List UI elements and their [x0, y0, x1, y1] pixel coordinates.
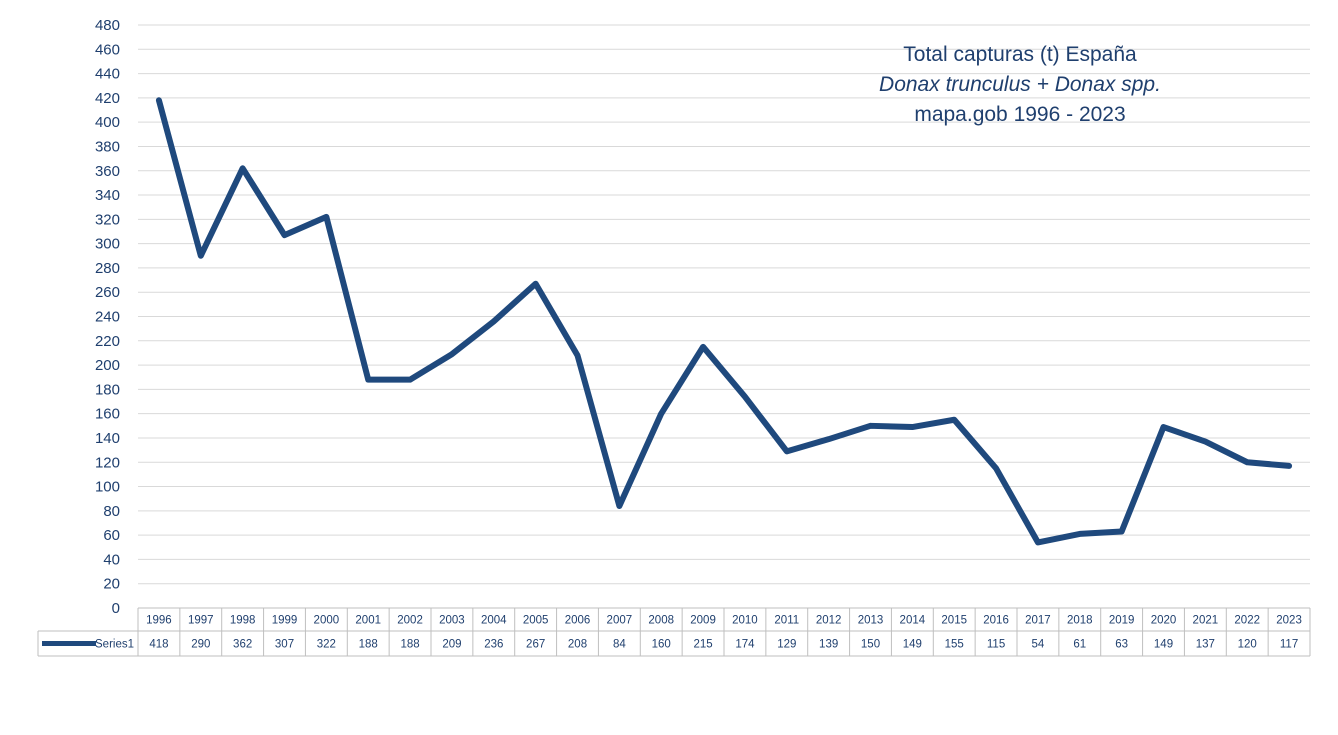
x-tick-label: 2006	[565, 615, 591, 627]
data-table-value: 362	[233, 639, 252, 651]
y-tick-label: 280	[95, 260, 120, 277]
data-table-value: 307	[275, 639, 294, 651]
x-tick-label: 2008	[648, 615, 674, 627]
x-tick-label: 2002	[397, 615, 423, 627]
data-table-value: 54	[1032, 639, 1045, 651]
y-tick-label: 360	[95, 163, 120, 180]
x-tick-label: 2000	[314, 615, 340, 627]
data-table-value: 209	[442, 639, 461, 651]
y-tick-label: 160	[95, 406, 120, 423]
data-table-value: 117	[1280, 639, 1298, 651]
x-tick-label: 2011	[774, 615, 799, 627]
data-table-value: 155	[945, 639, 964, 651]
data-table-value: 137	[1196, 639, 1215, 651]
data-table-value: 290	[191, 639, 210, 651]
data-table-value: 115	[987, 639, 1005, 651]
title-line-3: mapa.gob 1996 - 2023	[914, 103, 1126, 126]
x-tick-label: 2014	[900, 615, 926, 627]
data-table-value: 120	[1238, 639, 1257, 651]
y-tick-label: 480	[95, 17, 120, 34]
x-tick-label: 2023	[1276, 615, 1302, 627]
y-tick-label: 40	[103, 551, 120, 568]
x-tick-label: 1996	[146, 615, 172, 627]
data-table-value: 150	[861, 639, 880, 651]
x-tick-label: 2017	[1025, 615, 1051, 627]
y-tick-label: 0	[112, 600, 120, 617]
data-table-value: 63	[1115, 639, 1128, 651]
y-tick-label: 200	[95, 357, 120, 374]
y-tick-label: 100	[95, 479, 120, 496]
data-table-value: 236	[484, 639, 503, 651]
data-table-value: 160	[652, 639, 671, 651]
x-tick-label: 2010	[732, 615, 758, 627]
y-tick-label: 440	[95, 66, 120, 83]
data-table-value: 61	[1073, 639, 1086, 651]
data-table-value: 129	[777, 639, 796, 651]
data-table-value: 149	[903, 639, 922, 651]
data-table-value: 267	[526, 639, 545, 651]
data-table-value: 418	[149, 639, 168, 651]
data-table-value: 322	[317, 639, 336, 651]
x-tick-label: 2019	[1109, 615, 1135, 627]
y-tick-label: 180	[95, 381, 120, 398]
x-tick-label: 1999	[272, 615, 298, 627]
x-tick-label: 2012	[816, 615, 842, 627]
x-tick-label: 2009	[690, 615, 716, 627]
y-tick-label: 240	[95, 309, 120, 326]
x-tick-label: 2004	[481, 615, 507, 627]
data-table-value: 139	[819, 639, 838, 651]
y-tick-label: 60	[103, 527, 120, 544]
data-table-value: 188	[400, 639, 419, 651]
y-tick-label: 400	[95, 114, 120, 131]
title-line-2: Donax trunculus + Donax spp.	[879, 73, 1161, 96]
x-tick-label: 2001	[355, 615, 381, 627]
y-tick-label: 460	[95, 41, 120, 58]
x-tick-label: 1997	[188, 615, 214, 627]
y-tick-label: 120	[95, 454, 120, 471]
y-tick-label: 20	[103, 576, 120, 593]
y-tick-label: 380	[95, 138, 120, 155]
title-line-1: Total capturas (t) España	[903, 43, 1137, 66]
x-tick-label: 2003	[439, 615, 465, 627]
data-table-value: 174	[735, 639, 755, 651]
y-tick-label: 260	[95, 284, 120, 301]
y-tick-label: 140	[95, 430, 120, 447]
y-tick-label: 220	[95, 333, 120, 350]
x-tick-label: 2018	[1067, 615, 1093, 627]
x-tick-label: 1998	[230, 615, 256, 627]
y-tick-label: 320	[95, 211, 120, 228]
x-tick-label: 2022	[1234, 615, 1260, 627]
legend-series-label: Series1	[95, 639, 134, 651]
x-tick-label: 2005	[523, 615, 549, 627]
x-tick-label: 2021	[1193, 615, 1219, 627]
x-tick-label: 2016	[983, 615, 1009, 627]
x-tick-label: 2013	[858, 615, 884, 627]
series-line	[155, 97, 1293, 546]
y-tick-label: 420	[95, 90, 120, 107]
x-tick-label: 2015	[941, 615, 967, 627]
data-table-value: 149	[1154, 639, 1173, 651]
data-table-value: 208	[568, 639, 587, 651]
data-table-value: 84	[613, 639, 626, 651]
x-tick-label: 2007	[607, 615, 633, 627]
data-table-value: 188	[359, 639, 378, 651]
y-tick-label: 340	[95, 187, 120, 204]
data-table-value: 215	[693, 639, 712, 651]
y-tick-label: 300	[95, 236, 120, 253]
chart-title: Total capturas (t) España Donax trunculu…	[850, 40, 1190, 130]
y-tick-label: 80	[103, 503, 120, 520]
x-tick-label: 2020	[1151, 615, 1177, 627]
